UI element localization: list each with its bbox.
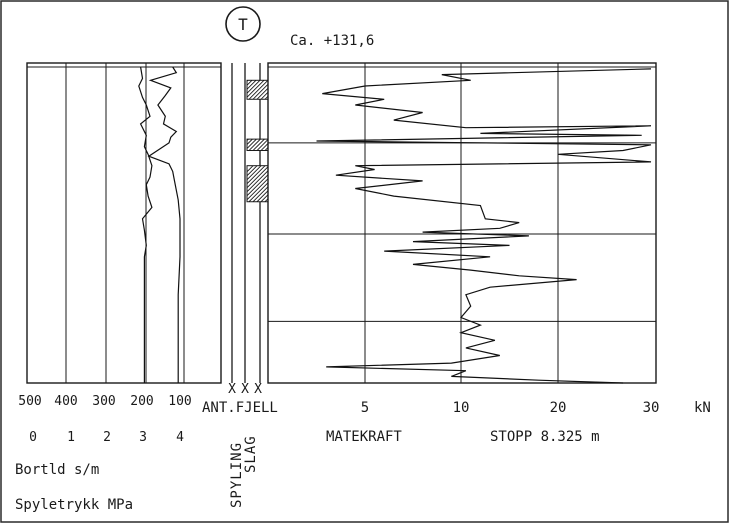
bortld-series — [138, 66, 153, 383]
right-panel-frame — [267, 62, 657, 384]
time-tick-label: 200 — [130, 394, 153, 409]
hatched-interval — [246, 138, 269, 152]
time-tick-label: 500 — [18, 394, 41, 409]
header: T Ca. +131,6 — [225, 6, 374, 49]
force-tick-label: 10 — [453, 400, 470, 416]
elevation-label: Ca. +131,6 — [290, 33, 374, 49]
symbol-glyph: T — [238, 15, 248, 34]
middle-panel: X X X SPYLING SLAG ANT.FJELL — [202, 63, 278, 508]
hatched-interval — [246, 165, 269, 203]
time-axis-title: Bortld s/m — [15, 462, 99, 478]
right-axis: 5 10 20 30 kN MATEKRAFT STOPP 8.325 m — [326, 400, 711, 445]
marker-x: X — [228, 382, 236, 397]
depth-gridlines — [268, 66, 656, 384]
pressure-tick-label: 2 — [103, 430, 111, 445]
marker-x: X — [241, 382, 249, 397]
force-unit-label: kN — [694, 400, 711, 416]
marker-x: X — [254, 382, 262, 397]
spyletrykk-series — [147, 66, 181, 383]
pressure-tick-label: 3 — [139, 430, 147, 445]
symbol-circle — [225, 6, 261, 42]
time-tick-label: 100 — [168, 394, 191, 409]
pressure-tick-label: 4 — [176, 430, 184, 445]
pressure-tick-label: 0 — [29, 430, 37, 445]
time-tick-label: 400 — [54, 394, 77, 409]
stop-depth-label: STOPP 8.325 m — [490, 429, 600, 445]
left-axis: 500 400 300 200 100 0 1 2 3 4 Bortld s/m… — [15, 394, 192, 513]
force-tick-label: 5 — [361, 400, 369, 416]
left-panel — [26, 62, 222, 384]
matekraft-series — [316, 68, 652, 384]
time-tick-label: 300 — [92, 394, 115, 409]
pressure-axis-title: Spyletrykk MPa — [15, 497, 133, 513]
right-panel — [267, 62, 657, 384]
force-tick-label: 30 — [643, 400, 660, 416]
force-tick-label: 20 — [550, 400, 567, 416]
hatched-intervals — [246, 79, 269, 203]
pressure-tick-label: 1 — [67, 430, 75, 445]
left-panel-frame — [26, 62, 222, 384]
force-axis-title: MATEKRAFT — [326, 429, 402, 445]
spyling-label: SPYLING — [229, 442, 245, 508]
ant-fjell-label: ANT.FJELL — [202, 400, 278, 416]
slag-label: SLAG — [243, 435, 259, 473]
hatched-interval — [246, 79, 269, 100]
